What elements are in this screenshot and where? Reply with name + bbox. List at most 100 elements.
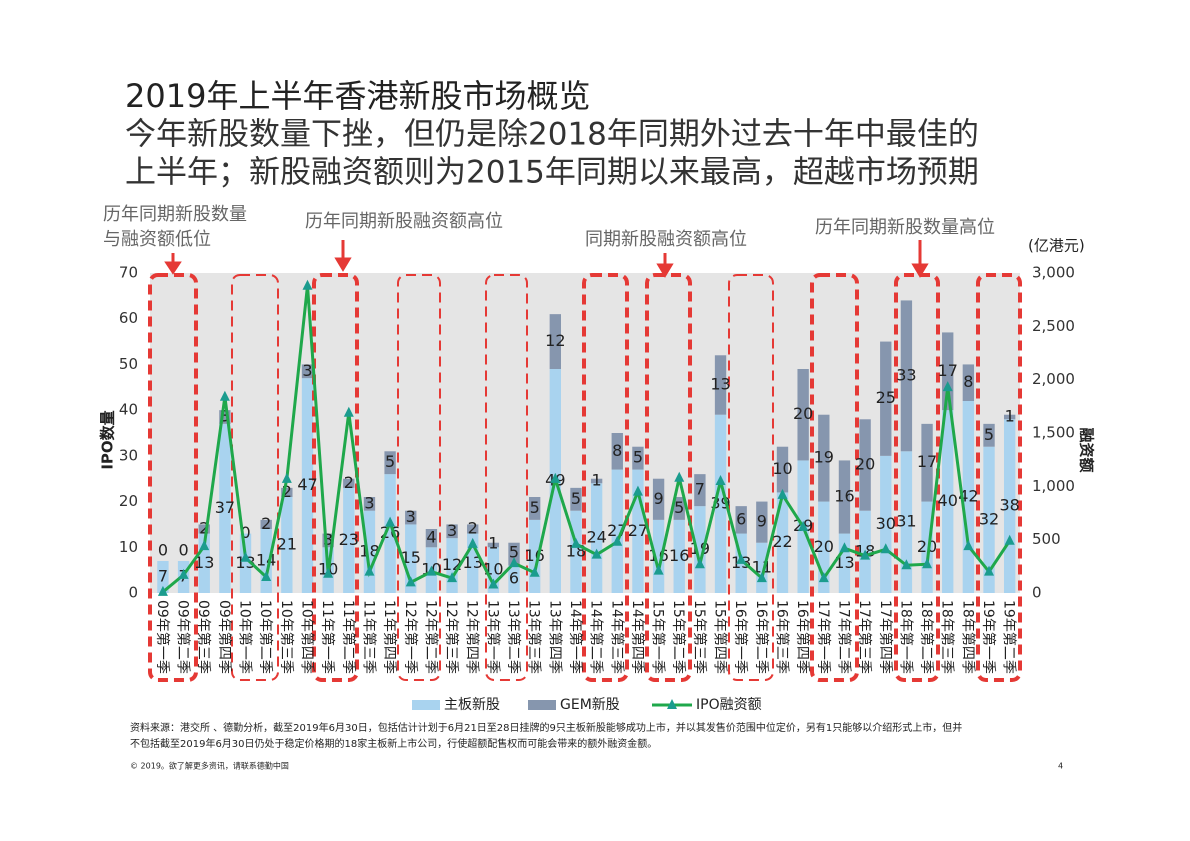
y-tick-label: 60 (119, 309, 138, 327)
x-tick-label: 09年第四季 (216, 600, 233, 674)
highlight-box (485, 274, 528, 681)
data-label: 1 (488, 534, 498, 553)
data-label: 24 (586, 528, 606, 547)
line-marker (467, 537, 478, 548)
bar-main (219, 423, 231, 593)
line-marker (447, 572, 458, 583)
data-label: 5 (530, 498, 540, 517)
data-label: 19 (690, 539, 710, 558)
bar-main (343, 487, 355, 593)
bar-main (694, 506, 706, 593)
bar-gem (425, 529, 438, 548)
x-tick-label: 15年第二季 (670, 600, 687, 674)
bar-main (260, 529, 272, 593)
y2-tick-label: 1,500 (1032, 424, 1075, 442)
data-label: 3 (220, 407, 230, 426)
highlight-box (231, 274, 279, 681)
bar-gem (405, 510, 417, 525)
data-label: 13 (834, 553, 854, 572)
data-label: 40 (938, 491, 958, 510)
bar-gem (983, 423, 995, 447)
bar-gem (652, 478, 665, 520)
highlight-box (810, 273, 859, 682)
bar-main (590, 483, 603, 593)
y-tick-label: 30 (119, 446, 138, 464)
bar-gem (487, 542, 500, 548)
arrow-head (656, 263, 674, 278)
y-tick-label: 0 (128, 584, 138, 602)
bar-main (818, 501, 830, 593)
highlight-box (582, 273, 629, 682)
bar-main (157, 561, 169, 593)
bar-gem (549, 314, 562, 369)
bar-gem (900, 300, 913, 452)
bar-gem (838, 460, 851, 534)
line-marker (612, 535, 623, 546)
bar-gem (570, 487, 582, 511)
x-tick-label: 19年第一季 (980, 600, 997, 674)
data-label: 3 (364, 493, 374, 512)
legend-swatch (412, 700, 440, 710)
data-label: 4 (426, 528, 436, 547)
bar-gem (714, 355, 727, 415)
y-tick-label: 20 (119, 492, 138, 510)
data-label: 18 (359, 541, 379, 560)
bar-main (528, 519, 541, 593)
bar-gem (590, 478, 603, 484)
data-label: 32 (979, 509, 999, 528)
x-tick-label: 11年第二季 (340, 600, 357, 674)
page-number: 4 (1058, 762, 1063, 771)
annotation: 与融资额低位 (103, 229, 211, 250)
title: 2019年上半年香港新股市场概览 (125, 77, 590, 115)
bar-main (962, 401, 975, 593)
line-marker (777, 488, 788, 499)
x-tick-label: 15年第三季 (691, 600, 708, 674)
highlight-box (728, 274, 774, 681)
y-tick-label: 40 (119, 401, 138, 419)
bar-gem (1003, 414, 1016, 420)
x-tick-label: 18年第一季 (897, 600, 914, 674)
data-label: 10 (772, 459, 792, 478)
data-label: 7 (695, 480, 705, 499)
annotation: 历年同期新股融资额高位 (305, 211, 503, 232)
x-tick-label: 12年第一季 (402, 600, 419, 674)
line-marker (385, 516, 396, 527)
x-tick-label: 12年第二季 (422, 600, 439, 674)
data-label: 5 (674, 498, 684, 517)
bar-gem (859, 419, 871, 511)
bar-gem (756, 501, 768, 543)
data-label: 3 (323, 530, 333, 549)
bar-main (652, 519, 665, 593)
line-marker (405, 576, 416, 587)
data-label: 2 (199, 519, 209, 538)
bar-main (632, 469, 644, 593)
footer: © 2019。欲了解更多资讯，请联系德勤中国 (130, 761, 289, 771)
bar-main (363, 510, 376, 593)
data-label: 1 (1005, 407, 1015, 426)
line-marker (942, 381, 953, 392)
line-marker (798, 520, 809, 531)
annotation: 历年同期新股数量高位 (815, 217, 995, 238)
line-marker (199, 540, 210, 551)
x-tick-label: 16年第四季 (794, 600, 811, 674)
data-label: 3 (406, 507, 416, 526)
data-label: 25 (876, 388, 896, 407)
line (161, 285, 1011, 594)
line-marker (529, 566, 540, 577)
x-tick-label: 09年第一季 (154, 600, 171, 674)
x-tick-label: 13年第四季 (546, 600, 563, 674)
data-label: 0 (240, 523, 250, 542)
bar-gem (818, 414, 830, 502)
bar-gem (260, 519, 272, 529)
data-label: 15 (401, 548, 421, 567)
bar-gem (281, 487, 293, 497)
bar-main (467, 533, 479, 593)
x-tick-label: 09年第二季 (175, 600, 192, 674)
line-marker (756, 572, 767, 583)
bar-main (239, 533, 252, 593)
line-marker (984, 565, 995, 576)
bar-gem (467, 524, 479, 534)
x-tick-label: 11年第三季 (360, 600, 377, 674)
bar-gem (528, 497, 541, 520)
